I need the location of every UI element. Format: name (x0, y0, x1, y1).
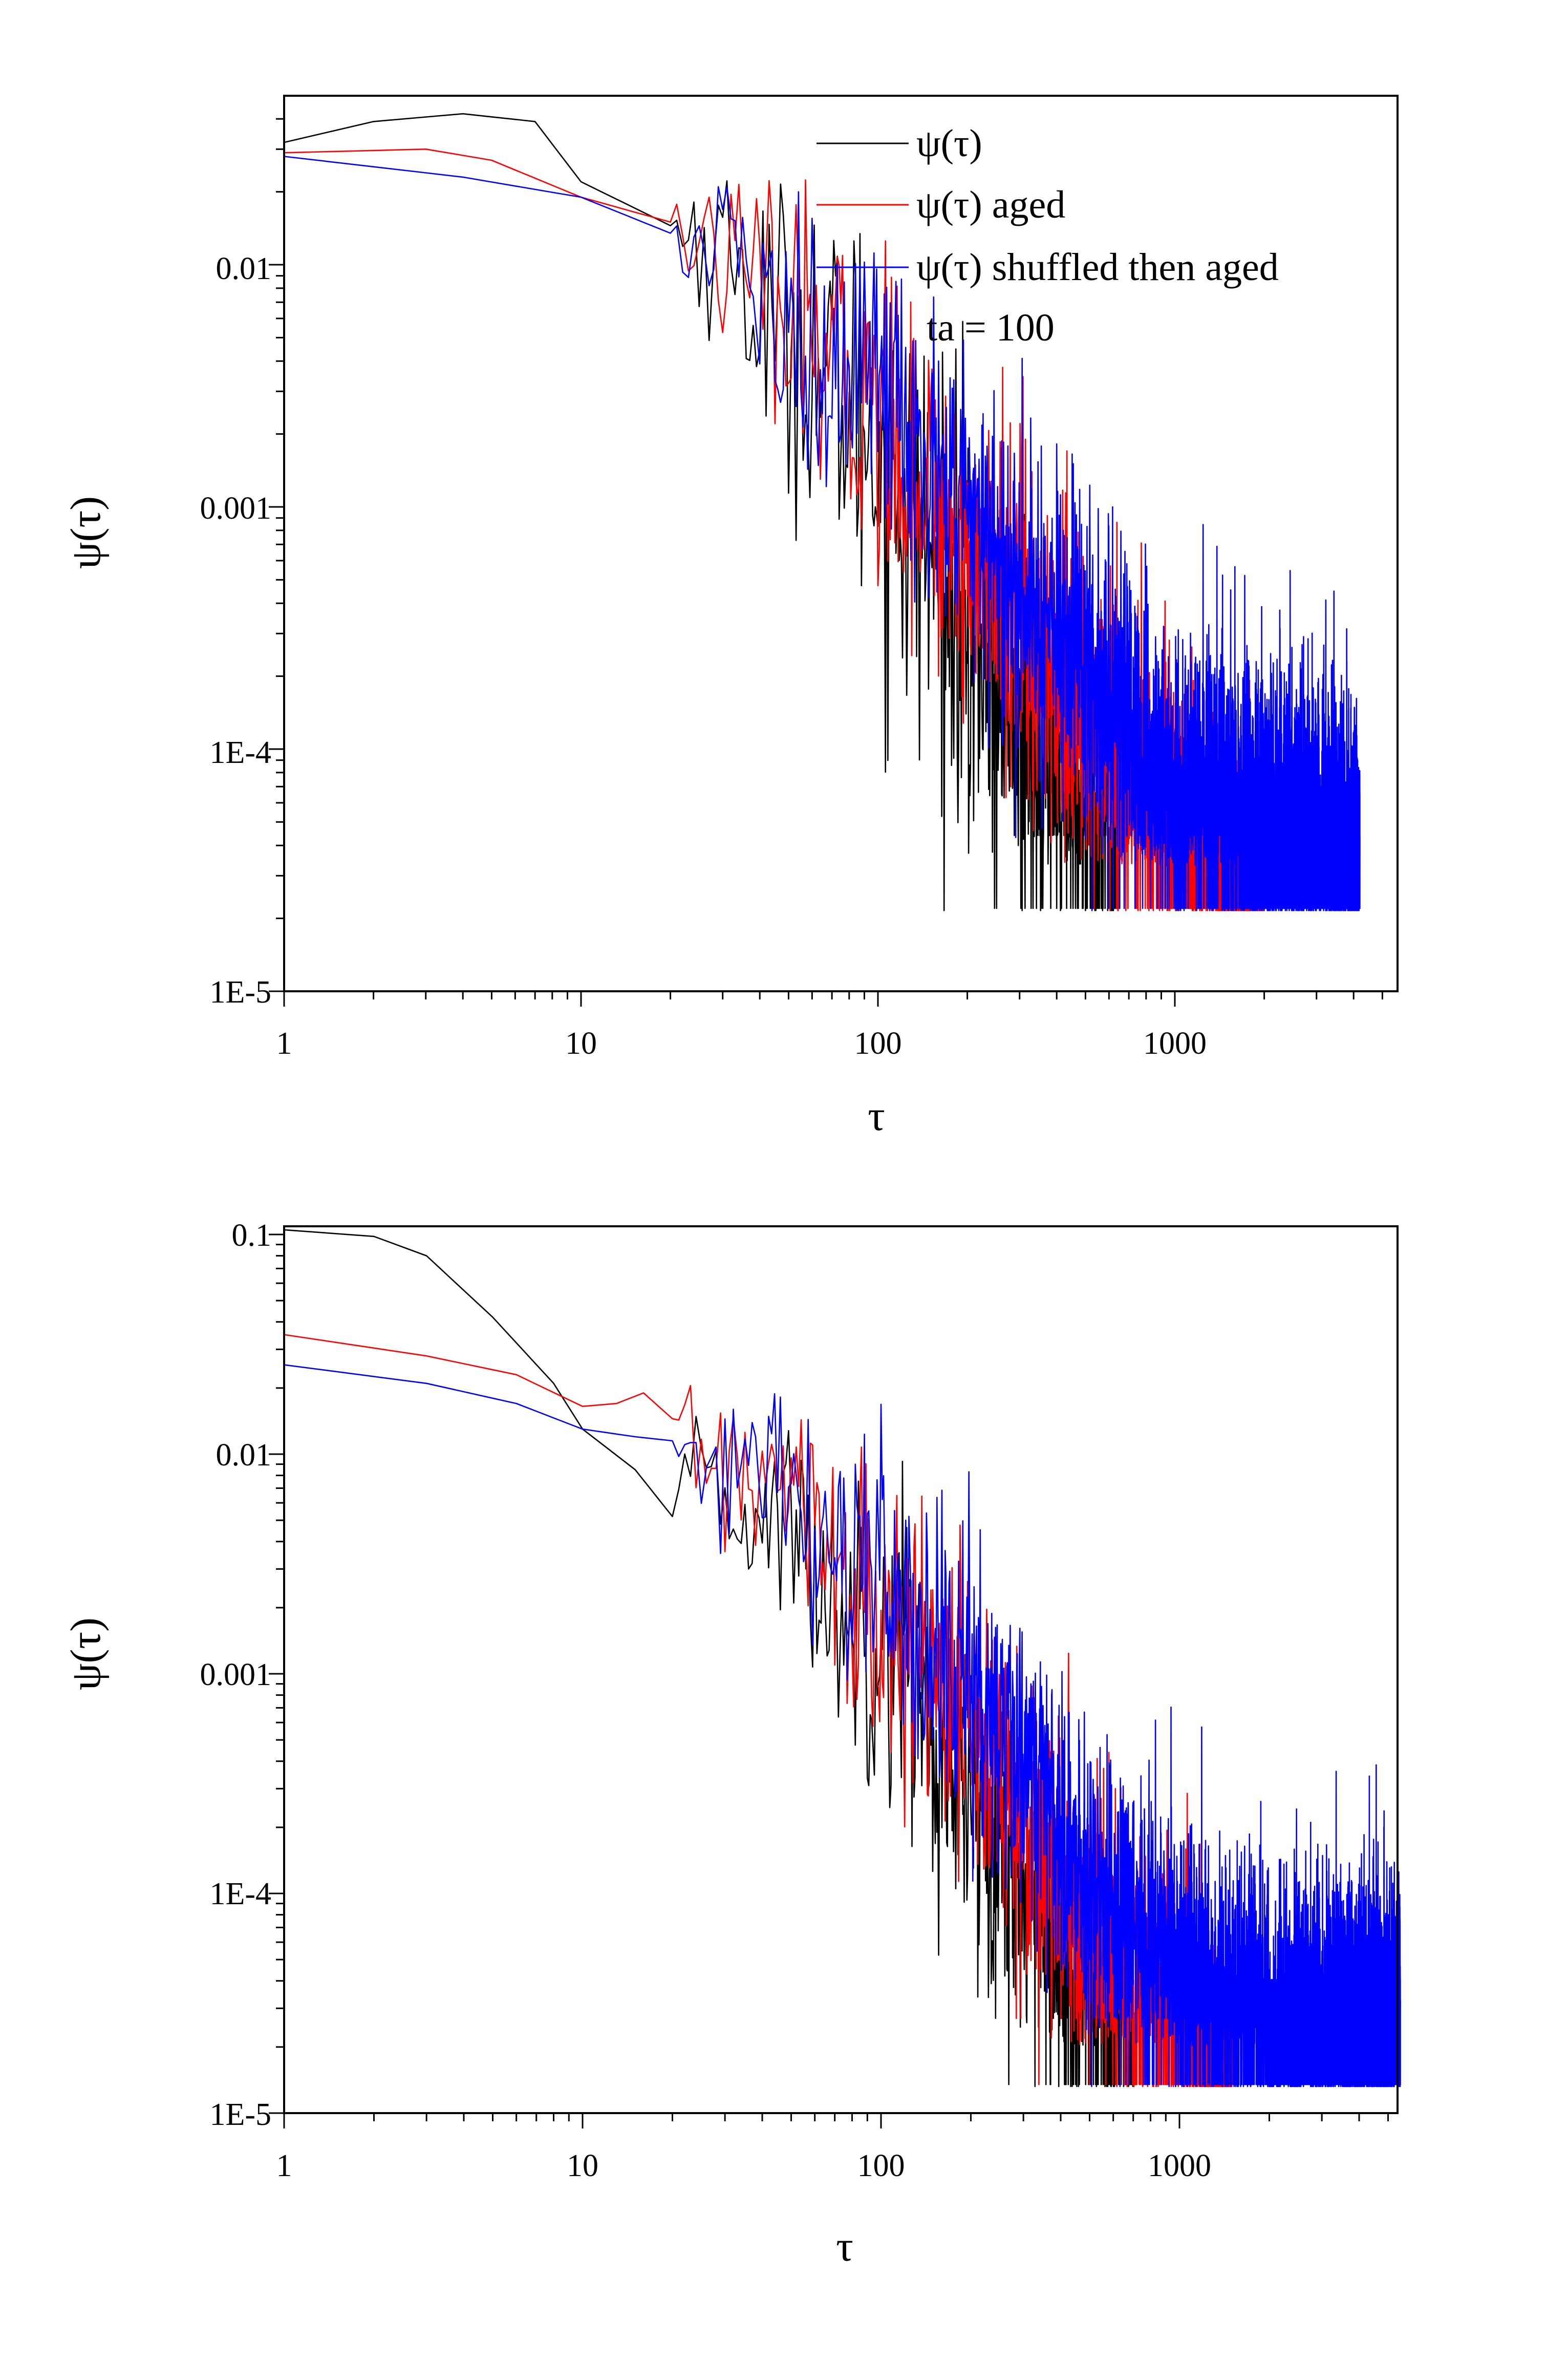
top-chart: 1 10 100 1000 1E-5 1E-4 0.001 0.01 τ ψ(τ… (62, 95, 1399, 1140)
bottom-chart-y-axis-title: ψ(τ) (62, 1617, 110, 1690)
top-chart-x-tick-label: 10 (565, 1026, 597, 1061)
top-chart-series (284, 113, 1361, 911)
top-chart-y-tick-labels: 1E-5 1E-4 0.001 0.01 (200, 251, 272, 1010)
top-chart-y-tick-label: 0.001 (200, 491, 272, 526)
top-chart-y-axis-title: ψ(τ) (62, 496, 110, 569)
bottom-chart: 1 10 100 1000 1E-5 1E-4 0.001 0.01 0.1 τ… (62, 1218, 1401, 2270)
top-chart-y-tick-label: 1E-5 (209, 975, 271, 1010)
bottom-chart-ticks (269, 1233, 1389, 2128)
bottom-chart-y-tick-label: 0.1 (232, 1218, 272, 1253)
top-chart-x-tick-label: 1 (276, 1026, 292, 1061)
top-chart-y-tick-label: 0.01 (216, 251, 272, 286)
bottom-chart-series-shuffled-aged (284, 1364, 1401, 2088)
top-chart-ticks (269, 118, 1383, 1007)
legend-label-shuffled: ψ(τ) shuffled then aged (916, 246, 1279, 289)
bottom-chart-x-tick-label: 1000 (1148, 2148, 1211, 2183)
top-chart-y-tick-label: 1E-4 (209, 735, 271, 770)
bottom-chart-x-tick-label: 1 (276, 2148, 292, 2183)
bottom-chart-y-tick-label: 0.01 (216, 1438, 272, 1473)
bottom-chart-y-tick-label: 0.001 (200, 1657, 272, 1692)
top-chart-x-tick-labels: 1 10 100 1000 (276, 1026, 1207, 1061)
bottom-chart-x-axis-title: τ (836, 2223, 853, 2270)
legend-label-psi: ψ(τ) (916, 122, 982, 165)
bottom-chart-y-tick-labels: 1E-5 1E-4 0.001 0.01 0.1 (200, 1218, 272, 2132)
top-chart-x-axis-title: τ (868, 1092, 885, 1140)
top-chart-annotation: ta = 100 (927, 306, 1055, 349)
top-chart-x-tick-label: 100 (854, 1026, 902, 1061)
bottom-chart-y-tick-label: 1E-4 (209, 1877, 271, 1911)
bottom-chart-x-tick-labels: 1 10 100 1000 (276, 2148, 1212, 2183)
top-chart-series-shuffled-aged (284, 156, 1361, 911)
bottom-chart-y-tick-label: 1E-5 (209, 2097, 271, 2132)
bottom-chart-series (284, 1229, 1401, 2088)
bottom-chart-x-tick-label: 100 (857, 2148, 905, 2183)
top-chart-legend: ψ(τ) ψ(τ) aged ψ(τ) shuffled then aged t… (817, 122, 1279, 349)
top-chart-x-tick-label: 1000 (1143, 1026, 1207, 1061)
top-chart-frame (283, 95, 1399, 992)
bottom-chart-x-tick-label: 10 (567, 2148, 598, 2183)
legend-label-aged: ψ(τ) aged (916, 183, 1065, 226)
bottom-chart-frame (283, 1225, 1399, 2114)
